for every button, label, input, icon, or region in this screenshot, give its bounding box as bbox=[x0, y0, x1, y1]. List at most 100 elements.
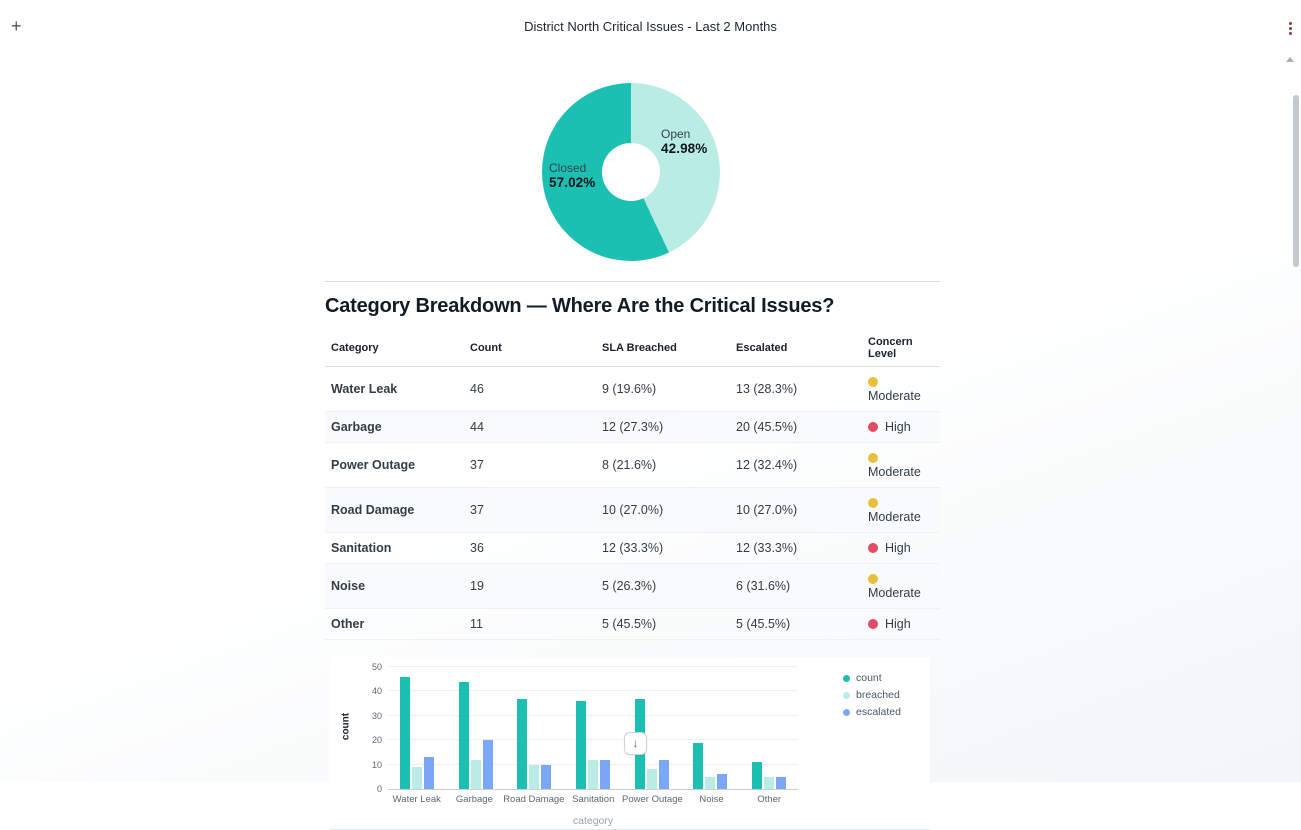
cell-concern-level: High bbox=[862, 411, 940, 443]
cell-concern-level: Moderate bbox=[862, 487, 940, 533]
bar-breached bbox=[588, 759, 599, 789]
bar-breached bbox=[763, 776, 774, 789]
add-button[interactable]: + bbox=[5, 14, 28, 39]
column-header: Count bbox=[464, 330, 596, 367]
pie-label-closed: Closed 57.02% bbox=[549, 161, 595, 192]
cell-sla-breached: 12 (33.3%) bbox=[596, 532, 730, 564]
table-row: Garbage 44 12 (27.3%) 20 (45.5%) High bbox=[325, 411, 940, 443]
page-title: District North Critical Issues - Last 2 … bbox=[524, 19, 777, 34]
cell-count: 37 bbox=[464, 442, 596, 488]
pie-slice-percent: 42.98% bbox=[661, 141, 708, 157]
bar-escalated bbox=[775, 776, 786, 789]
pie-label-open: Open 42.98% bbox=[661, 127, 707, 158]
legend-item-count[interactable]: count bbox=[843, 672, 901, 684]
pie-hole bbox=[602, 143, 660, 201]
table-row: Road Damage 37 10 (27.0%) 10 (27.0%) Moderat… bbox=[325, 487, 940, 533]
legend-dot-icon bbox=[843, 674, 850, 682]
pie-slice-name: Closed bbox=[549, 161, 587, 175]
cell-category: Sanitation bbox=[325, 532, 464, 564]
table-row: Noise 19 5 (26.3%) 6 (31.6%) Moderate bbox=[325, 563, 940, 609]
cell-sla-breached: 5 (26.3%) bbox=[596, 563, 730, 609]
y-axis-ticks: 0 10 20 30 40 50 bbox=[356, 662, 382, 794]
kebab-dot-icon bbox=[1289, 32, 1292, 35]
bar-plot-area bbox=[388, 666, 798, 790]
bar-count bbox=[693, 742, 704, 789]
cell-escalated: 12 (33.3%) bbox=[730, 532, 862, 564]
bar-escalated bbox=[482, 740, 493, 789]
cell-escalated: 6 (31.6%) bbox=[730, 563, 862, 609]
legend-item-breached[interactable]: breached bbox=[843, 689, 901, 701]
cell-escalated: 20 (45.5%) bbox=[730, 411, 862, 443]
bar-group-sanitation bbox=[564, 701, 623, 789]
cell-concern-level: High bbox=[862, 532, 940, 564]
cell-category: Noise bbox=[325, 563, 464, 609]
table-row: Other 11 5 (45.5%) 5 (45.5%) High bbox=[325, 608, 940, 640]
cell-count: 44 bbox=[464, 411, 596, 443]
bar-count bbox=[517, 698, 528, 789]
cell-sla-breached: 8 (21.6%) bbox=[596, 442, 730, 488]
legend-dot-icon bbox=[843, 691, 850, 699]
scroll-down-button[interactable]: ↓ bbox=[624, 732, 647, 755]
table-header-row: Category Count SLA Breached Escalated Concer… bbox=[325, 330, 940, 367]
legend-item-escalated[interactable]: escalated bbox=[843, 706, 901, 718]
concern-dot-icon bbox=[868, 619, 878, 629]
column-header: Escalated bbox=[730, 330, 862, 367]
cell-concern-level: Moderate bbox=[862, 563, 940, 609]
bar-escalated bbox=[658, 759, 669, 789]
x-tick-label: Other bbox=[757, 794, 782, 805]
legend-label: escalated bbox=[856, 706, 901, 718]
bar-count bbox=[751, 762, 762, 789]
bar-breached bbox=[470, 759, 481, 789]
gridline bbox=[388, 739, 798, 741]
cell-escalated: 10 (27.0%) bbox=[730, 487, 862, 533]
table-row: Power Outage 37 8 (21.6%) 12 (32.4%) Moderat… bbox=[325, 442, 940, 488]
y-axis-title: count bbox=[340, 712, 352, 741]
legend-label: breached bbox=[856, 689, 900, 701]
legend-dot-icon bbox=[843, 708, 850, 716]
concern-dot-icon bbox=[868, 422, 878, 432]
cell-count: 46 bbox=[464, 366, 596, 412]
x-tick-label: Sanitation bbox=[572, 794, 615, 805]
table-row: Sanitation 36 12 (33.3%) 12 (33.3%) High bbox=[325, 532, 940, 564]
bar-breached bbox=[646, 769, 657, 789]
section-divider bbox=[325, 281, 940, 282]
scroll-up-arrow-icon[interactable] bbox=[1286, 57, 1294, 62]
y-tick-label: 30 bbox=[371, 710, 382, 721]
cell-count: 11 bbox=[464, 608, 596, 640]
concern-dot-icon bbox=[868, 498, 878, 508]
gridline bbox=[388, 714, 798, 716]
cell-concern-level: Moderate bbox=[862, 442, 940, 488]
legend-label: count bbox=[856, 672, 882, 684]
cell-category: Power Outage bbox=[325, 442, 464, 488]
bar-group-garbage bbox=[447, 681, 506, 789]
x-axis-ticks: Water Leak Garbage Road Damage Sanitation Po… bbox=[388, 794, 798, 805]
bar-escalated bbox=[600, 759, 611, 789]
x-tick-label: Power Outage bbox=[622, 794, 683, 805]
scrollbar-thumb[interactable] bbox=[1293, 95, 1299, 267]
bar-escalated bbox=[541, 764, 552, 789]
x-tick-label: Water Leak bbox=[392, 794, 441, 805]
bar-count bbox=[576, 701, 587, 789]
cell-concern-level: High bbox=[862, 608, 940, 640]
concern-dot-icon bbox=[868, 377, 878, 387]
cell-category: Other bbox=[325, 608, 464, 640]
column-header: Category bbox=[325, 330, 464, 367]
x-tick-label: Road Damage bbox=[503, 794, 565, 805]
cell-sla-breached: 12 (27.3%) bbox=[596, 411, 730, 443]
cell-category: Road Damage bbox=[325, 487, 464, 533]
cell-sla-breached: 5 (45.5%) bbox=[596, 608, 730, 640]
kebab-menu-button[interactable] bbox=[1284, 19, 1297, 38]
cell-concern-level: Moderate bbox=[862, 366, 940, 412]
bar-breached bbox=[412, 767, 423, 789]
pie-slice-percent: 57.02% bbox=[549, 175, 596, 191]
table-row: Water Leak 46 9 (19.6%) 13 (28.3%) Moderate bbox=[325, 366, 940, 412]
bar-group-noise bbox=[681, 742, 740, 789]
concern-dot-icon bbox=[868, 574, 878, 584]
section-heading: Category Breakdown — Where Are the Criti… bbox=[325, 295, 835, 317]
top-bar: + District North Critical Issues - Last … bbox=[0, 0, 1301, 54]
category-breakdown-table: Category Count SLA Breached Escalated Concer… bbox=[325, 330, 940, 640]
y-tick-label: 40 bbox=[371, 686, 382, 697]
gridline bbox=[388, 690, 798, 692]
chart-legend: count breached escalated bbox=[843, 672, 901, 723]
kebab-dot-icon bbox=[1289, 27, 1292, 30]
